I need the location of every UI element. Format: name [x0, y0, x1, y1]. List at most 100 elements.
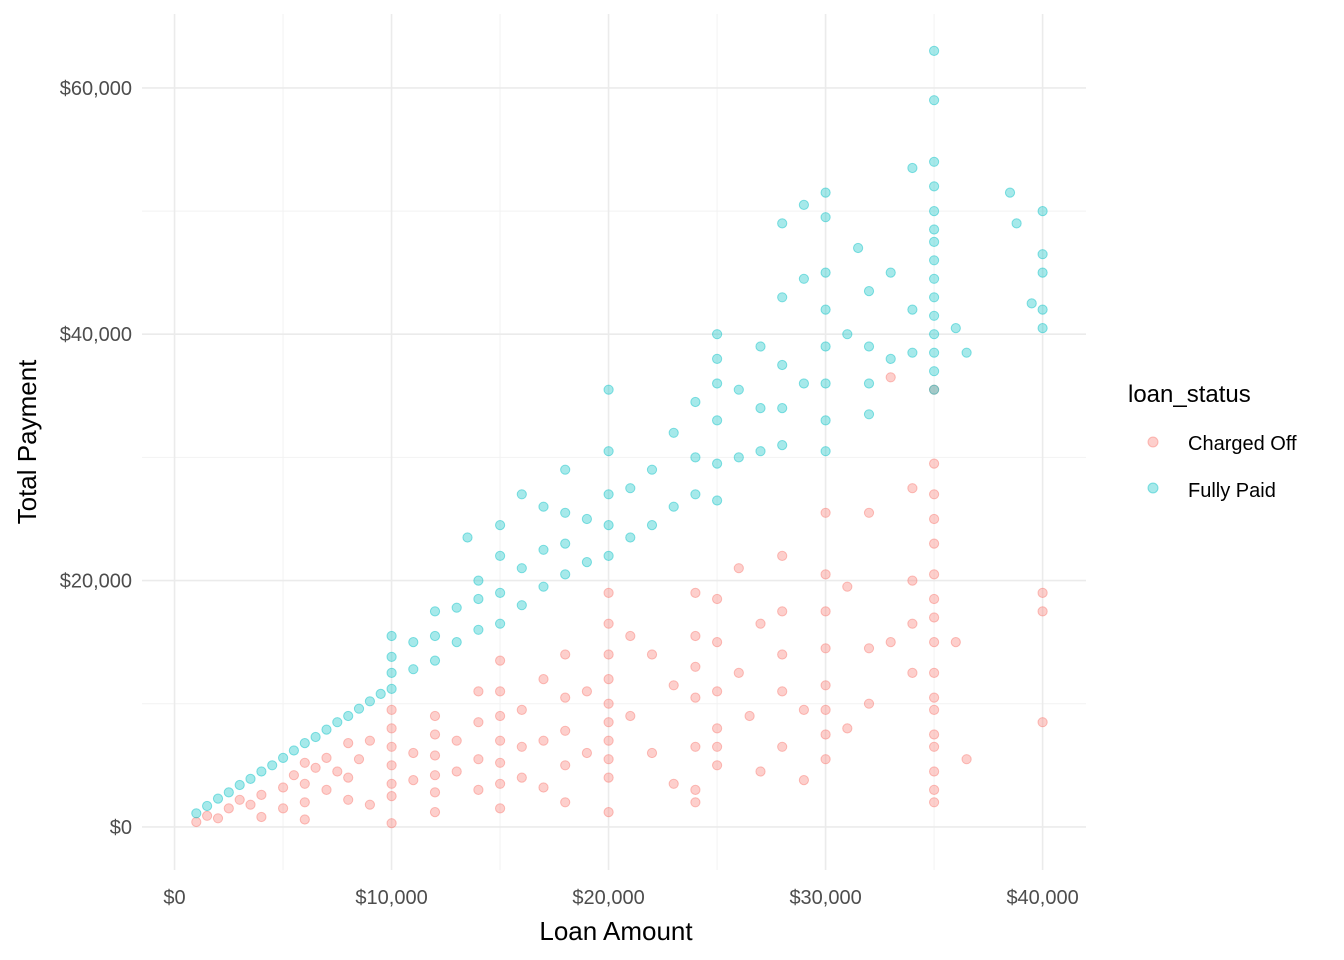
data-point [929, 273, 940, 284]
data-point [321, 784, 332, 796]
data-point [603, 587, 614, 599]
data-point [299, 738, 310, 749]
data-point [581, 747, 593, 759]
data-point [1011, 218, 1022, 229]
data-point [429, 787, 441, 798]
data-point [560, 507, 571, 518]
data-point [495, 803, 506, 814]
data-point [256, 811, 267, 823]
data-point [929, 797, 940, 808]
data-point [495, 655, 506, 666]
data-point [343, 794, 354, 805]
data-point [516, 489, 527, 500]
data-point [343, 738, 354, 749]
data-point [733, 667, 744, 679]
data-point [1037, 267, 1048, 278]
data-point [798, 199, 810, 210]
data-point [581, 557, 593, 568]
data-point [603, 807, 614, 818]
data-point [733, 384, 744, 395]
data-point [386, 630, 397, 642]
data-point [820, 187, 831, 198]
data-point [842, 329, 853, 340]
data-point [668, 427, 679, 438]
data-point [462, 532, 473, 543]
x-tick-label: $10,000 [355, 887, 427, 909]
data-point [332, 717, 343, 728]
data-point [245, 773, 256, 785]
data-point [1004, 187, 1016, 198]
data-point [1037, 717, 1048, 728]
data-point [907, 667, 918, 679]
data-point [429, 710, 441, 722]
data-point [929, 255, 940, 266]
data-point [451, 735, 462, 746]
data-point [473, 575, 484, 586]
data-point [863, 286, 875, 297]
data-point [310, 731, 321, 743]
data-point [625, 532, 636, 543]
data-point [929, 329, 940, 340]
data-point [929, 784, 940, 796]
data-point [712, 415, 723, 426]
x-axis-title: Loan Amount [539, 916, 693, 946]
data-point [820, 569, 831, 580]
data-point [429, 750, 441, 761]
legend-key-charged-off [1147, 436, 1159, 448]
data-point [712, 378, 723, 389]
data-point [712, 686, 723, 697]
data-point [451, 637, 462, 648]
data-point [223, 787, 234, 798]
data-point [755, 341, 766, 352]
data-point [885, 372, 896, 383]
data-point [929, 489, 940, 500]
data-point [603, 550, 614, 562]
data-point [820, 507, 831, 518]
data-point [929, 637, 940, 648]
data-point [560, 464, 571, 475]
data-point [234, 794, 245, 805]
data-point [646, 464, 658, 475]
data-point [646, 520, 658, 531]
data-point [777, 440, 788, 451]
data-point [961, 347, 972, 358]
y-tick-label: $20,000 [60, 571, 132, 593]
data-point [581, 686, 593, 697]
data-point [929, 45, 940, 57]
data-point [961, 754, 972, 765]
y-axis-title: Total Payment [12, 359, 42, 525]
data-point [777, 606, 788, 617]
data-point [712, 760, 723, 771]
data-point [212, 813, 224, 824]
data-point [777, 359, 788, 371]
data-point [777, 403, 788, 414]
data-point [755, 618, 766, 629]
data-point [690, 489, 701, 500]
data-point [907, 483, 918, 494]
data-point [929, 95, 940, 106]
data-point [820, 729, 831, 740]
legend-key-fully-paid [1147, 482, 1159, 494]
data-point [321, 724, 332, 735]
data-point [907, 618, 918, 629]
series-charged-off [191, 372, 1048, 829]
data-point [495, 587, 506, 599]
data-point [798, 775, 810, 786]
data-point [712, 353, 723, 364]
data-point [820, 267, 831, 278]
data-point [473, 784, 484, 796]
data-point [907, 162, 918, 174]
data-point [560, 569, 571, 580]
data-point [299, 814, 310, 825]
data-point [929, 384, 940, 395]
data-point [364, 696, 375, 707]
data-point [885, 353, 896, 364]
data-point [408, 747, 419, 759]
data-point [495, 757, 506, 768]
data-point [310, 762, 321, 773]
data-point [625, 630, 636, 642]
x-tick-label: $40,000 [1006, 887, 1078, 909]
data-point [353, 754, 365, 765]
data-point [429, 606, 441, 617]
data-point [538, 674, 549, 685]
